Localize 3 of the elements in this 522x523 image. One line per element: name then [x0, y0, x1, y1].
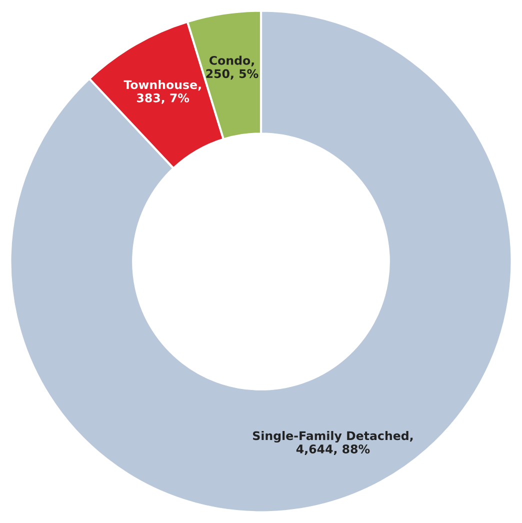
slice-label: Single-Family Detached, 4,644, 88% [252, 431, 413, 455]
slice-label: Townhouse, 383, 7% [124, 80, 201, 104]
slice-label: Condo, 250, 5% [206, 56, 258, 80]
